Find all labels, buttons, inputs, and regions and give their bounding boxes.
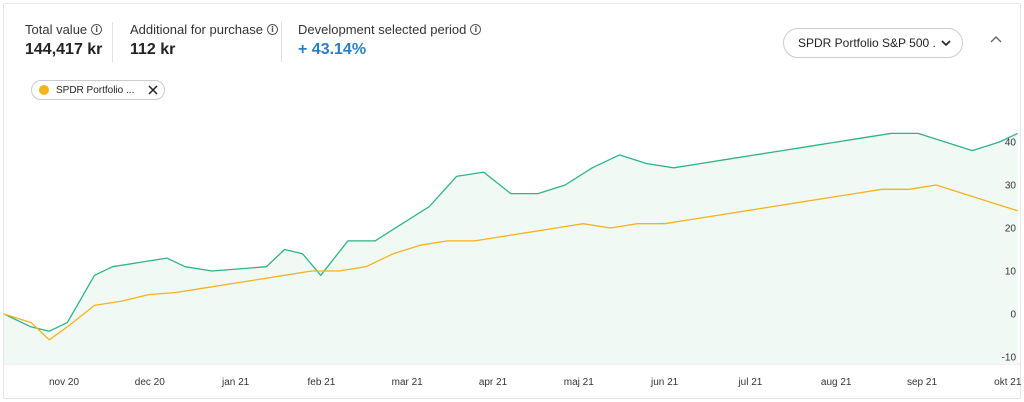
x-tick-label: aug 21	[821, 377, 852, 388]
total-value-label: Total value	[25, 22, 88, 37]
y-tick-label: 40	[1005, 138, 1017, 149]
chevron-up-icon[interactable]	[989, 34, 1003, 46]
x-tick-label: feb 21	[307, 377, 335, 388]
info-icon[interactable]: i	[470, 24, 482, 35]
x-tick-label: okt 21	[994, 377, 1022, 388]
additional-purchase-stat: Additional for purchase i 112 kr	[130, 22, 278, 59]
y-tick-label: -10	[1002, 353, 1017, 364]
chevron-down-icon	[941, 40, 951, 47]
x-tick-label: nov 20	[49, 377, 79, 388]
stat-divider	[112, 22, 113, 62]
y-tick-label: 20	[1005, 224, 1017, 235]
close-icon[interactable]	[148, 85, 158, 95]
development-label: Development selected period	[298, 22, 467, 37]
info-icon[interactable]: i	[91, 24, 103, 35]
benchmark-color-dot	[39, 85, 49, 95]
total-value-amount: 144,417 kr	[25, 41, 103, 58]
benchmark-chip-label: SPDR Portfolio ...	[56, 84, 135, 96]
development-stat: Development selected period i + 43.14%	[298, 22, 482, 59]
portfolio-area-fill	[4, 133, 1018, 364]
y-tick-label: 10	[1005, 267, 1017, 278]
total-value-stat: Total value i 144,417 kr	[25, 22, 102, 59]
y-tick-label: 0	[1010, 310, 1016, 321]
x-tick-label: jul 21	[737, 377, 762, 388]
x-tick-label: dec 20	[135, 377, 165, 388]
benchmark-dropdown[interactable]: SPDR Portfolio S&P 500 ...	[783, 28, 963, 58]
benchmark-dropdown-value: SPDR Portfolio S&P 500 ...	[798, 36, 936, 50]
portfolio-series-line	[3, 132, 1018, 332]
x-tick-label: jan 21	[221, 377, 250, 388]
x-tick-label: sep 21	[907, 377, 937, 388]
additional-purchase-amount: 112 kr	[130, 41, 176, 58]
x-tick-label: apr 21	[479, 377, 508, 388]
y-tick-label: 30	[1005, 181, 1017, 192]
benchmark-series-line	[3, 184, 1018, 341]
x-tick-label: mar 21	[392, 377, 424, 388]
stat-divider	[281, 22, 282, 62]
info-icon[interactable]: i	[266, 24, 278, 35]
benchmark-chip: SPDR Portfolio ...	[31, 80, 165, 100]
x-tick-label: jun 21	[650, 377, 679, 388]
additional-purchase-label: Additional for purchase	[130, 22, 263, 37]
x-tick-label: maj 21	[564, 377, 594, 388]
development-percentage: + 43.14%	[298, 41, 367, 58]
